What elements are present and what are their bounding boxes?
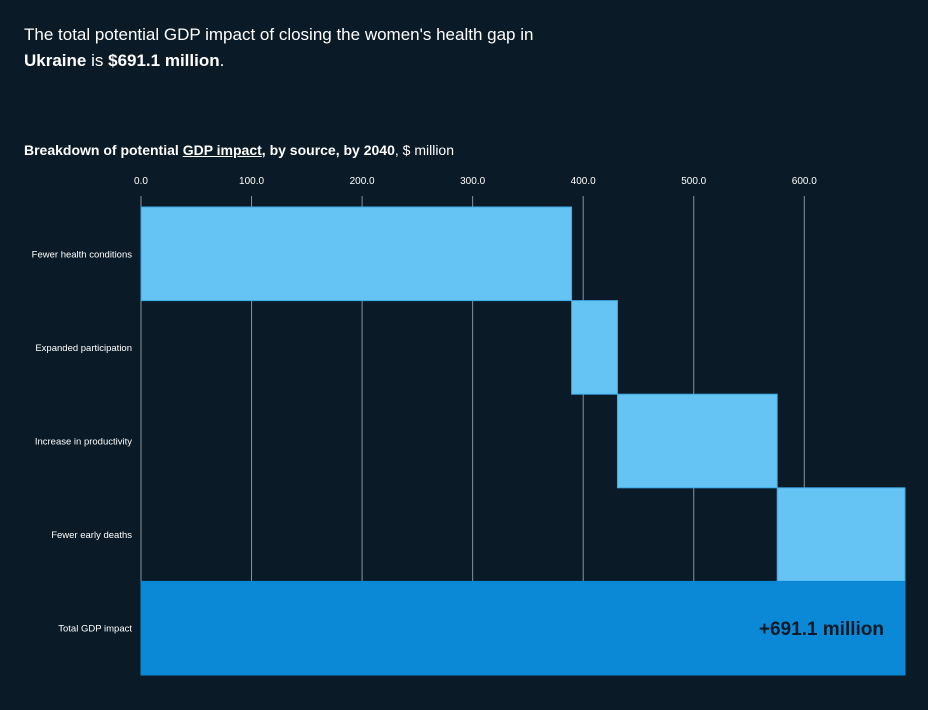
x-tick-label-3: 300.0 (460, 176, 485, 187)
bar-2[interactable] (616, 393, 778, 489)
data-labels: +691.1 million (759, 619, 884, 640)
x-tick-label-0: 0.0 (134, 176, 148, 187)
subtitle-unit: , $ million (394, 142, 455, 158)
x-tick-label-5: 500.0 (681, 176, 706, 187)
chart-subtitle: Breakdown of potential GDP impact, by so… (24, 140, 454, 160)
bars (140, 206, 906, 676)
bar-1[interactable] (571, 300, 618, 395)
bar-3[interactable] (776, 487, 906, 582)
x-axis-ticks: 0.0 100.0 200.0 300.0 400.0 500.0 600.0 (134, 176, 817, 187)
category-label-3: Fewer early deaths (51, 530, 132, 541)
gdp-impact-link[interactable]: GDP impact (182, 142, 262, 158)
bar-total[interactable] (140, 580, 906, 676)
category-label-4: Total GDP impact (58, 624, 132, 635)
x-tick-label-4: 400.0 (571, 176, 596, 187)
category-label-0: Fewer health conditions (32, 249, 133, 260)
x-tick-label-2: 200.0 (350, 176, 375, 187)
headline-country: Ukraine (24, 51, 87, 70)
subtitle-middle: , by source, by 2040 (261, 142, 395, 158)
headline-period: . (219, 51, 225, 70)
total-value-label: +691.1 million (759, 619, 884, 640)
category-label-2: Increase in productivity (35, 437, 132, 448)
category-label-1: Expanded participation (35, 343, 132, 354)
headline-text: The total potential GDP impact of closin… (24, 25, 534, 44)
x-tick-label-6: 600.0 (792, 176, 817, 187)
headline-connector: is (86, 51, 109, 70)
category-labels: Fewer health conditions Expanded particip… (32, 249, 133, 634)
subtitle-prefix: Breakdown of potential (24, 142, 183, 158)
x-tick-label-1: 100.0 (239, 176, 264, 187)
headline: The total potential GDP impact of closin… (24, 22, 624, 74)
headline-amount: $691.1 million (108, 51, 220, 70)
bar-0[interactable] (140, 206, 573, 302)
